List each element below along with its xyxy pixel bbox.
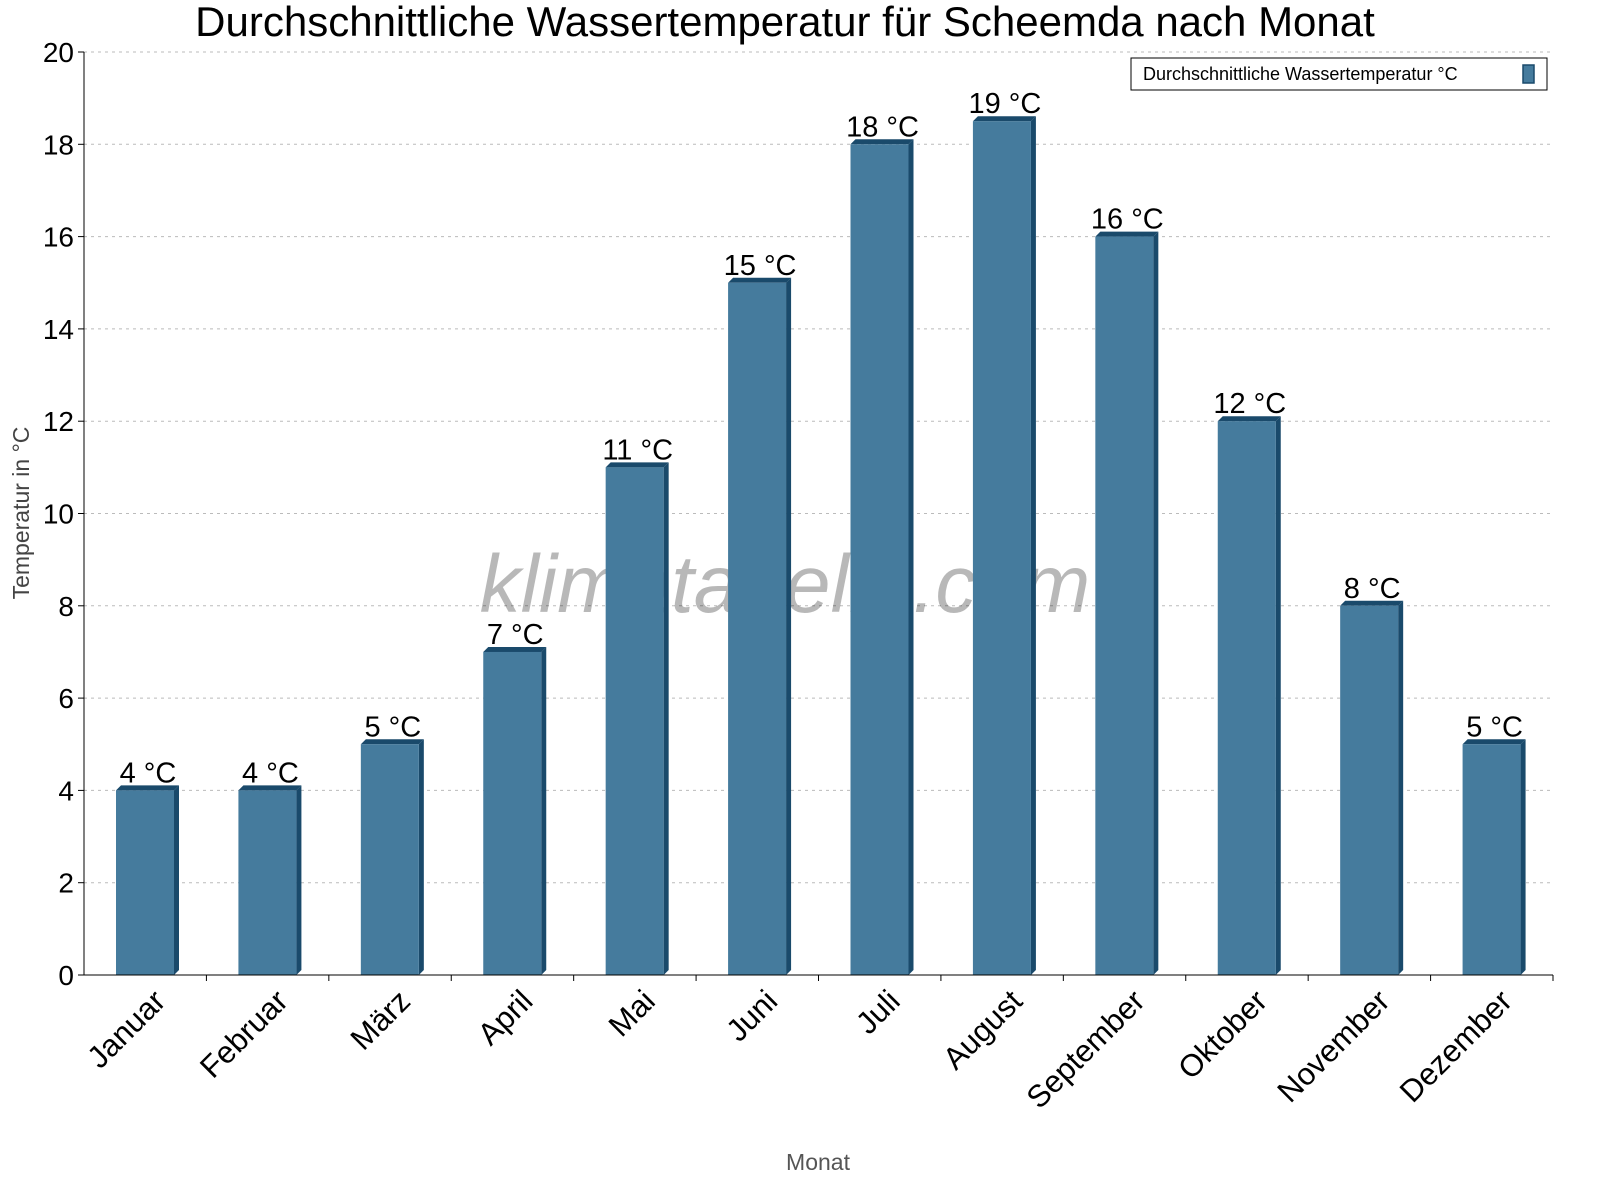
x-tick-label: Mai (602, 983, 662, 1043)
bar-side (1030, 116, 1036, 976)
y-tick-label: 16 (43, 222, 74, 253)
bar (850, 144, 909, 976)
data-label: 5 °C (364, 711, 421, 743)
bar-top (1462, 739, 1526, 745)
legend: Durchschnittliche Wassertemperatur °C (1130, 57, 1548, 91)
y-tick-label: 10 (43, 499, 74, 530)
x-tick-label: Februar (193, 983, 295, 1085)
bar-side (296, 785, 302, 975)
bar-top (1095, 231, 1159, 237)
gridlines (84, 51, 1553, 884)
y-tick-label: 18 (43, 129, 74, 160)
bar (728, 282, 787, 975)
bar-top (728, 277, 792, 283)
data-label: 18 °C (846, 111, 919, 143)
bar (1095, 236, 1154, 976)
bar (116, 790, 174, 975)
x-tick-label: März (344, 983, 417, 1056)
y-tick-label: 6 (58, 683, 74, 714)
bar (238, 790, 297, 975)
bar-side (1520, 739, 1526, 975)
bar-top (360, 739, 424, 745)
bar (483, 651, 542, 975)
x-tick-label: September (1020, 983, 1152, 1115)
y-tick-label: 14 (43, 314, 74, 345)
data-label: 11 °C (602, 434, 673, 466)
bar-top (1340, 600, 1404, 606)
bar-top (238, 785, 302, 791)
x-axis-label: Monat (786, 1149, 851, 1175)
bar-side (418, 739, 424, 975)
chart-title: Durchschnittliche Wassertemperatur für S… (195, 0, 1375, 45)
bar (360, 744, 419, 975)
bar-top (483, 646, 547, 652)
bar-side (786, 277, 792, 975)
bar (605, 467, 664, 975)
bar-side (663, 462, 669, 976)
bar (1462, 744, 1521, 975)
x-tick-label: November (1270, 983, 1396, 1109)
data-label: 5 °C (1466, 711, 1523, 743)
bar-side (541, 646, 547, 975)
x-tick-label: April (471, 983, 540, 1052)
y-tick-label: 12 (43, 406, 74, 437)
bar (972, 121, 1031, 976)
bar (1217, 421, 1276, 975)
bar-top (605, 462, 669, 468)
legend-box (1130, 57, 1548, 91)
x-tick-label: Dezember (1393, 983, 1519, 1109)
data-label: 16 °C (1091, 204, 1164, 236)
x-tick-label: August (936, 983, 1029, 1076)
bars: 4 °C 4 °C 5 °C 7 °C 11 °C 15 °C 18 °C 19 °C 16 °… (116, 88, 1526, 976)
bar-side (1275, 416, 1281, 975)
bar-side (174, 785, 179, 975)
y-tick-label: 0 (58, 960, 74, 991)
y-tick-label: 2 (58, 868, 74, 899)
y-tick-label: 20 (43, 37, 74, 68)
y-tick-label: 8 (58, 591, 74, 622)
bar-top (1217, 416, 1281, 422)
x-tick-label: Oktober (1171, 983, 1274, 1086)
data-label: 15 °C (724, 250, 797, 282)
x-tick-label: Januar (80, 983, 172, 1075)
bar-top (116, 785, 179, 791)
legend-swatch (1522, 64, 1535, 84)
data-label: 12 °C (1213, 388, 1286, 420)
data-label: 19 °C (968, 88, 1041, 120)
bar-top (850, 139, 914, 145)
y-axis-label: Temperatur in °C (8, 427, 34, 600)
data-label: 8 °C (1344, 573, 1401, 605)
y-tick-label: 4 (58, 775, 74, 806)
x-tick-label: Juni (719, 983, 784, 1048)
legend-label: Durchschnittliche Wassertemperatur °C (1143, 64, 1458, 84)
x-tick-label: Juli (849, 983, 907, 1041)
bar-top (972, 116, 1036, 122)
bar (1340, 605, 1399, 975)
bar-side (908, 139, 914, 976)
data-label: 7 °C (487, 619, 544, 651)
bar-side (1398, 600, 1404, 975)
bar-side (1153, 231, 1159, 976)
data-label: 4 °C (242, 757, 299, 789)
data-label: 4 °C (120, 757, 177, 789)
